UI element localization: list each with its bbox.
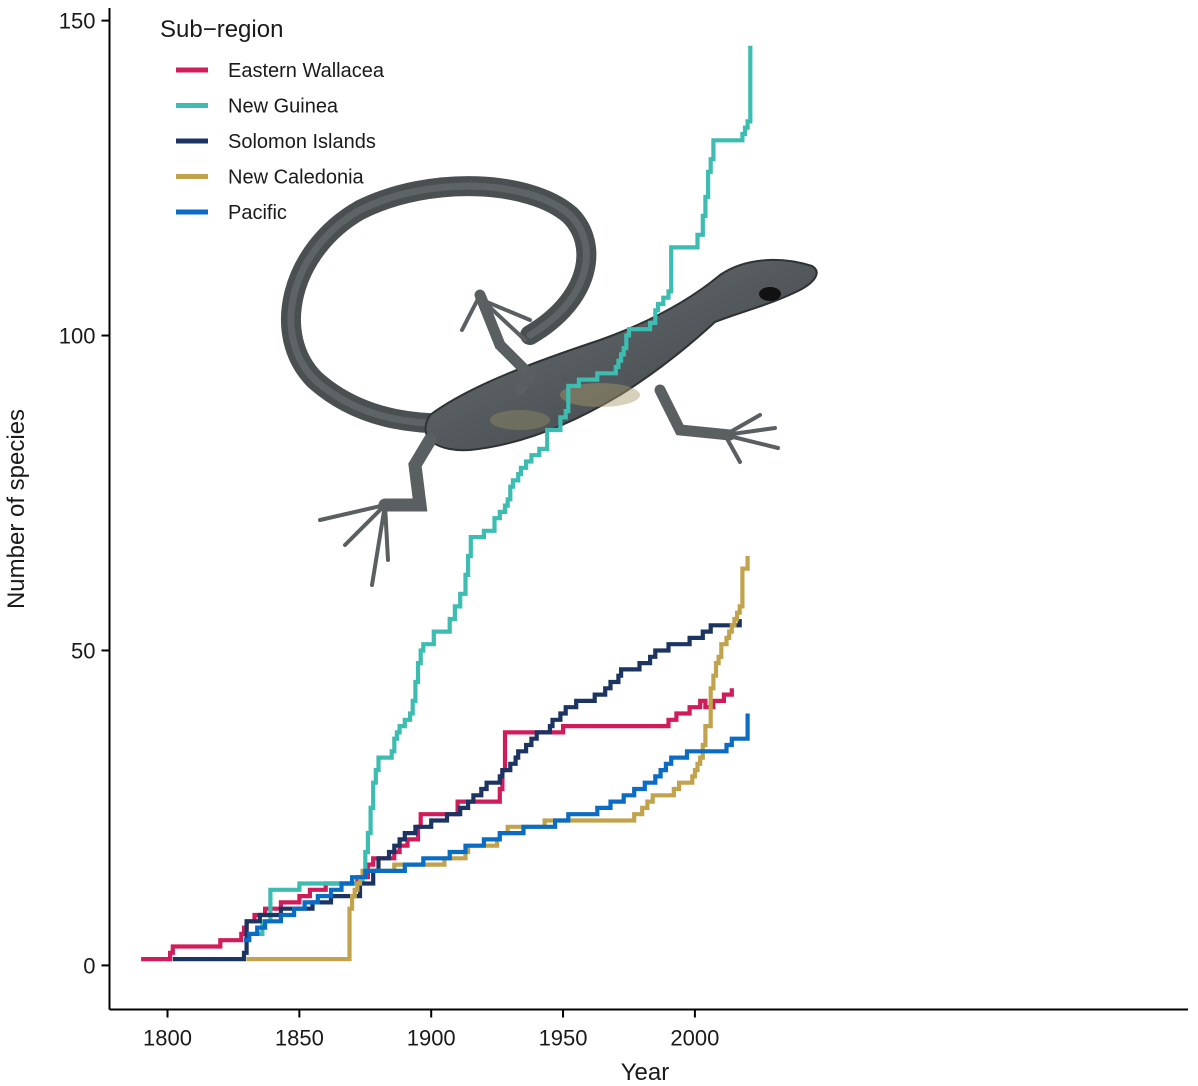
x-axis-ticks: 1800 1850 1900 1950 2000 <box>143 1009 719 1051</box>
legend-title: Sub−region <box>160 16 283 43</box>
y-tick-label: 100 <box>59 324 96 349</box>
legend-label-new-caledonia: New Caledonia <box>228 167 365 189</box>
legend-label-new-guinea: New Guinea <box>228 96 339 118</box>
x-tick-label: 1900 <box>407 1026 456 1051</box>
y-tick-label: 150 <box>59 9 96 34</box>
x-tick-label: 1850 <box>275 1026 324 1051</box>
x-axis-title: Year <box>621 1059 670 1086</box>
legend-label-solomon-islands: Solomon Islands <box>228 131 376 153</box>
legend: Sub−region Eastern Wallacea New Guinea Sol… <box>160 16 385 224</box>
y-tick-label: 50 <box>71 638 95 663</box>
y-tick-label: 0 <box>83 953 95 978</box>
series-line-new-guinea <box>257 45 753 936</box>
x-tick-label: 2000 <box>670 1026 719 1051</box>
legend-label-pacific: Pacific <box>228 202 287 224</box>
y-axis-ticks: 0 50 100 150 <box>59 9 110 978</box>
series-lines <box>141 45 753 962</box>
legend-label-eastern-wallacea: Eastern Wallacea <box>228 60 385 82</box>
series-line-solomon-islands <box>172 619 742 962</box>
lizard-photo <box>281 176 818 587</box>
x-tick-label: 1800 <box>143 1026 192 1051</box>
x-tick-label: 1950 <box>539 1026 588 1051</box>
series-line-eastern-wallacea <box>141 688 734 962</box>
y-axis-title: Number of species <box>3 409 30 609</box>
series-line-pacific <box>244 713 750 943</box>
